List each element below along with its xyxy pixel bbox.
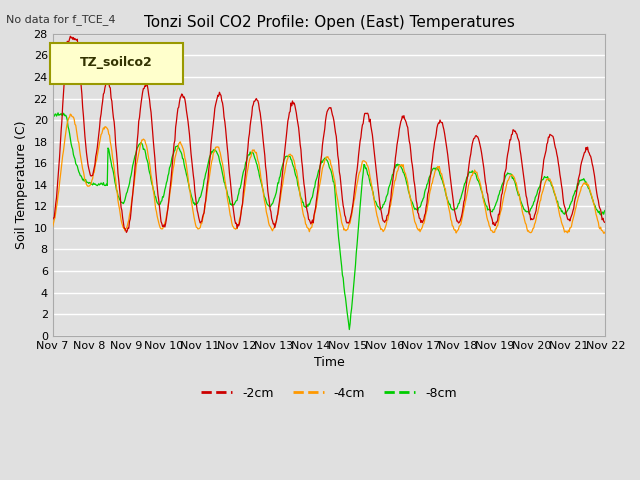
Legend: -2cm, -4cm, -8cm: -2cm, -4cm, -8cm <box>196 382 462 405</box>
Y-axis label: Soil Temperature (C): Soil Temperature (C) <box>15 120 28 249</box>
Text: No data for f_TCE_4: No data for f_TCE_4 <box>6 14 116 25</box>
Title: Tonzi Soil CO2 Profile: Open (East) Temperatures: Tonzi Soil CO2 Profile: Open (East) Temp… <box>143 15 515 30</box>
FancyBboxPatch shape <box>50 43 182 84</box>
X-axis label: Time: Time <box>314 356 344 369</box>
Text: TZ_soilco2: TZ_soilco2 <box>80 56 152 69</box>
